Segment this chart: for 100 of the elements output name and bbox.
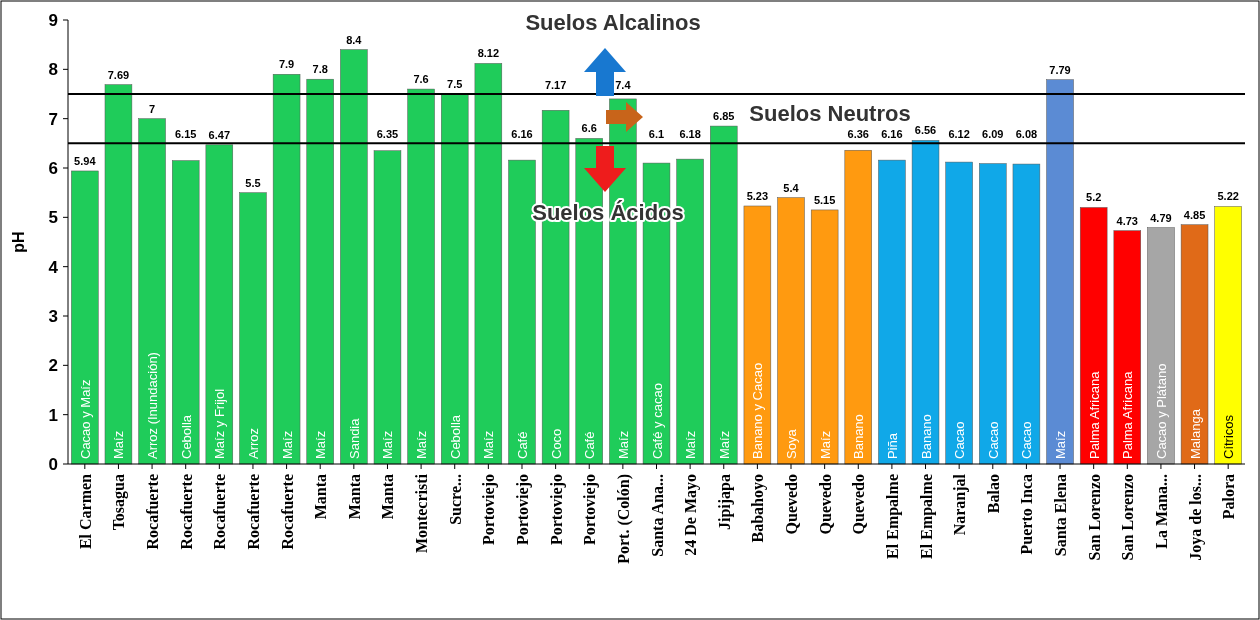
annotation: Maíz — [683, 430, 699, 459]
annotation: Banano — [851, 414, 867, 459]
y-tick-label: 3 — [48, 307, 58, 326]
x-tick-label: San Lorenzo — [1085, 474, 1103, 561]
data-label: 6.1 — [648, 128, 665, 141]
annotation: Maíz — [481, 430, 497, 459]
x-tick-label: Rocafuerte — [278, 474, 296, 550]
annotation: Malanga — [1187, 408, 1203, 459]
bar — [441, 93, 469, 465]
data-label: 7.69 — [107, 68, 130, 81]
annotation: Café — [582, 431, 598, 459]
x-tick-label: Santa Ana... — [648, 474, 666, 557]
annotation: Maíz — [414, 430, 430, 459]
x-tick-label: Naranjal — [951, 473, 970, 536]
data-label: 6.85 — [713, 110, 735, 123]
data-label: 4.85 — [1183, 208, 1206, 221]
x-tick-label: Manta — [379, 474, 397, 520]
annotation: Banano y Cacao — [750, 362, 766, 459]
data-label: 6.15 — [174, 128, 197, 141]
annotation: Cítricos — [1221, 414, 1237, 459]
data-label: 7.4 — [615, 79, 632, 91]
data-label: 6.56 — [914, 124, 937, 137]
x-tick-label: Balao — [984, 474, 1002, 514]
annotation: Palma Africana — [1120, 370, 1136, 459]
x-tick-label: Rocafuerte — [144, 474, 162, 550]
x-tick-label: Puerto Inca — [1018, 474, 1036, 555]
y-tick-label: 5 — [48, 208, 58, 228]
bar — [340, 49, 368, 465]
bar — [407, 88, 435, 465]
data-label: 5.4 — [783, 181, 800, 194]
x-tick-label: Rocafuerte — [211, 474, 229, 550]
bar — [172, 160, 200, 465]
annotation: Cacao y Plátano — [1153, 363, 1169, 459]
annotation: Cacao y Maíz — [77, 379, 93, 459]
x-tick-label: Tosagua — [110, 474, 129, 531]
y-tick-label: 1 — [48, 405, 58, 425]
data-label: 5.94 — [74, 154, 97, 167]
data-label: 6.08 — [1015, 128, 1038, 141]
x-tick-label: Santa Elena — [1052, 474, 1070, 557]
annotation: Suelos Alcalinos — [525, 10, 701, 35]
data-label: 5.23 — [746, 189, 769, 202]
data-label: 8.4 — [346, 33, 363, 46]
x-tick-label: Quevedo — [783, 474, 801, 535]
bar — [1147, 227, 1175, 465]
x-tick-label: Rocafuerte — [177, 474, 195, 550]
data-label: 7 — [149, 102, 156, 115]
data-label: 4.73 — [1116, 214, 1139, 227]
bar — [306, 78, 334, 465]
bar — [1012, 163, 1041, 465]
bar — [945, 161, 973, 465]
bar — [138, 118, 166, 465]
annotation: Maíz — [111, 430, 127, 459]
data-label: 7.79 — [1049, 63, 1071, 76]
annotation: Maíz — [279, 430, 295, 459]
y-tick-label: 2 — [48, 356, 58, 376]
data-label: 5.5 — [245, 176, 261, 189]
annotation: Cacao — [1019, 421, 1035, 459]
bar — [777, 197, 805, 465]
bar — [205, 144, 234, 465]
y-tick-label: 0 — [48, 455, 58, 474]
annotation: Maíz — [313, 430, 329, 459]
y-tick-label: 4 — [48, 257, 59, 277]
data-label: 6.18 — [679, 128, 701, 141]
annotation: Cebolla — [178, 414, 194, 459]
bar — [474, 63, 503, 465]
annotation: Cacao — [952, 421, 968, 459]
data-label: 6.6 — [581, 122, 597, 135]
y-tick-label: 9 — [48, 11, 58, 30]
x-tick-label: Port. (Colón) — [614, 474, 633, 564]
annotation: Suelos Neutros — [749, 101, 911, 126]
annotation: Banano — [918, 414, 934, 459]
annotation: Café y cacao — [649, 383, 665, 459]
annotation: Palma Africana — [1086, 370, 1102, 459]
data-label: 7.6 — [413, 73, 429, 86]
bar — [239, 192, 267, 465]
x-tick-label: Babahoyo — [749, 474, 768, 543]
annotation: Maíz — [1053, 430, 1069, 459]
bar — [1214, 206, 1242, 465]
x-tick-label: Palora — [1220, 474, 1238, 520]
x-tick-label: Sucre... — [446, 474, 464, 525]
bar — [844, 149, 872, 465]
bar — [911, 140, 940, 465]
data-label: 6.09 — [982, 128, 1004, 141]
x-tick-label: Portoviejo — [480, 474, 499, 546]
bar — [373, 150, 402, 465]
bar — [878, 159, 906, 465]
x-tick-label: El Empalme — [883, 474, 902, 559]
annotation: Sandia — [346, 417, 362, 459]
bar — [979, 163, 1007, 465]
x-tick-label: Jipijapa — [715, 474, 734, 531]
data-label: 6.12 — [948, 128, 970, 141]
y-axis-title: pH — [10, 231, 27, 253]
x-tick-label: Manta — [312, 474, 330, 520]
x-tick-label: San Lorenzo — [1119, 474, 1137, 561]
annotation: Piña — [884, 432, 900, 459]
annotation: Cebolla — [447, 414, 463, 459]
y-tick-label: 6 — [48, 159, 58, 178]
data-label: 6.16 — [881, 128, 903, 141]
x-tick-label: Rocafuerte — [244, 474, 262, 550]
x-tick-label: Portoviejo — [581, 474, 600, 546]
